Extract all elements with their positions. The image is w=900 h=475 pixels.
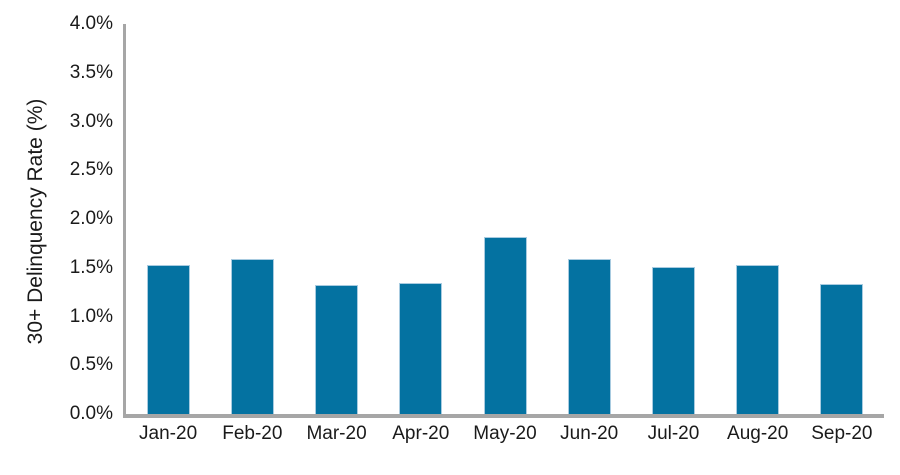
x-tick-label: Sep-20: [811, 423, 873, 444]
bar-sep-20: [820, 284, 864, 414]
bar-mar-20: [315, 285, 359, 414]
y-tick-label: 4.0%: [69, 13, 113, 34]
plot-area: [123, 24, 884, 418]
y-tick-label: 2.5%: [69, 159, 113, 181]
y-tick-label: 2.0%: [69, 208, 113, 229]
x-tick-label: Jul-20: [647, 423, 700, 444]
bar-jul-20: [651, 266, 695, 414]
x-tick-label: Aug-20: [727, 423, 789, 444]
bar-may-20: [483, 236, 527, 414]
bar-aug-20: [736, 264, 780, 414]
bar-feb-20: [230, 258, 274, 414]
bar-jun-20: [567, 258, 611, 414]
y-tick-label: 0.5%: [69, 354, 113, 376]
y-tick-label: 1.5%: [69, 256, 113, 278]
bar-jan-20: [146, 264, 190, 414]
y-tick-label: 1.0%: [69, 305, 113, 327]
y-tick-label: 0.0%: [69, 403, 113, 424]
x-tick-label: Jan-20: [139, 423, 198, 444]
y-tick-label: 3.5%: [69, 61, 113, 83]
bar-apr-20: [399, 283, 443, 414]
x-tick-label: May-20: [473, 423, 537, 444]
x-tick-label: Mar-20: [306, 423, 367, 444]
x-tick-label: Feb-20: [222, 423, 283, 444]
x-tick-label: Jun-20: [560, 423, 619, 444]
y-tick-label: 3.0%: [69, 110, 113, 132]
x-tick-label: Apr-20: [392, 423, 450, 444]
